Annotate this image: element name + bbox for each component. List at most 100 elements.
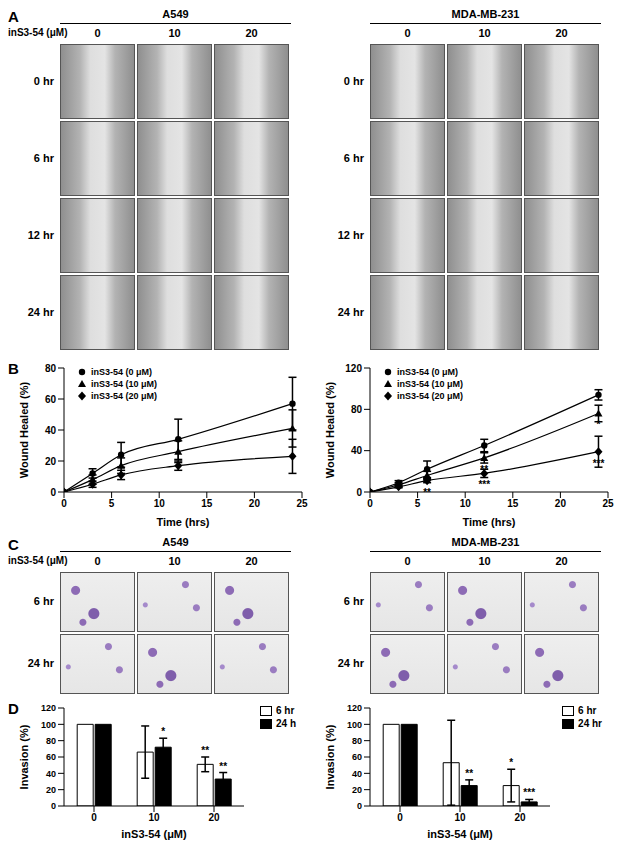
svg-text:20: 20 xyxy=(555,498,567,509)
svg-text:***: *** xyxy=(523,787,535,798)
html-text:24 hr: 24 hr xyxy=(578,718,602,729)
svg-text:60: 60 xyxy=(352,752,362,762)
svg-text:0: 0 xyxy=(397,812,403,823)
html-text:inS3-54 (20 μM): inS3-54 (20 μM) xyxy=(397,391,463,401)
svg-text:Time (hrs): Time (hrs) xyxy=(157,516,210,528)
html-text:6 hr: 6 hr xyxy=(276,705,295,716)
svg-text:*: * xyxy=(509,757,513,768)
svg-text:80: 80 xyxy=(351,404,363,415)
svg-text:Invasion (%): Invasion (%) xyxy=(18,724,30,789)
svg-text:10: 10 xyxy=(154,498,166,509)
svg-text:10: 10 xyxy=(454,812,466,823)
svg-text:inS3-54 (μM): inS3-54 (μM) xyxy=(121,828,187,840)
svg-text:0: 0 xyxy=(367,498,373,509)
svg-text:0: 0 xyxy=(50,487,56,498)
html-text:inS3-54 (0 μM): inS3-54 (0 μM) xyxy=(91,367,152,377)
html-text:12 hr: 12 hr xyxy=(27,228,54,241)
svg-text:100: 100 xyxy=(41,720,56,730)
html-text:10: 10 xyxy=(478,27,491,39)
html-text:20: 20 xyxy=(555,555,568,567)
svg-text:20: 20 xyxy=(249,498,261,509)
svg-text:10: 10 xyxy=(148,812,160,823)
html-text:10: 10 xyxy=(478,555,491,567)
svg-text:80: 80 xyxy=(46,736,56,746)
svg-text:Time (hrs): Time (hrs) xyxy=(463,516,516,528)
html-text:24 hr: 24 hr xyxy=(337,657,364,669)
svg-text:60: 60 xyxy=(45,394,57,405)
html-text:inS3-54 (10 μM): inS3-54 (10 μM) xyxy=(397,379,463,389)
svg-text:20: 20 xyxy=(45,456,57,467)
html-text:0 hr: 0 hr xyxy=(33,74,54,87)
svg-text:Wound Healed (%): Wound Healed (%) xyxy=(324,381,336,478)
svg-text:15: 15 xyxy=(201,498,213,509)
html-text:MDA-MB-231: MDA-MB-231 xyxy=(451,536,520,548)
svg-text:40: 40 xyxy=(351,445,363,456)
html-text:10: 10 xyxy=(168,27,181,39)
svg-text:***: *** xyxy=(478,479,490,490)
svg-text:0: 0 xyxy=(51,801,56,811)
html-text:inS3-54 (μM): inS3-54 (μM) xyxy=(8,27,68,38)
svg-text:120: 120 xyxy=(345,363,362,374)
html-text:C: C xyxy=(8,536,19,553)
svg-text:**: ** xyxy=(423,487,431,498)
svg-text:100: 100 xyxy=(347,720,362,730)
html-text:24 hr: 24 hr xyxy=(337,305,364,318)
svg-text:5: 5 xyxy=(109,498,115,509)
svg-text:*: * xyxy=(161,726,165,737)
html-text:24 hr: 24 hr xyxy=(27,305,54,318)
svg-text:40: 40 xyxy=(45,425,57,436)
svg-text:inS3-54 (μM): inS3-54 (μM) xyxy=(427,828,493,840)
svg-text:0: 0 xyxy=(357,801,362,811)
svg-text:Invasion (%): Invasion (%) xyxy=(324,724,336,789)
svg-text:40: 40 xyxy=(46,769,56,779)
html-text:A: A xyxy=(8,8,19,25)
svg-text:20: 20 xyxy=(208,812,220,823)
svg-text:10: 10 xyxy=(460,498,472,509)
svg-text:25: 25 xyxy=(296,498,308,509)
html-text:20: 20 xyxy=(245,27,258,39)
html-text:24 hr: 24 hr xyxy=(27,657,54,669)
html-text:20: 20 xyxy=(555,27,568,39)
svg-text:40: 40 xyxy=(352,769,362,779)
svg-text:**: ** xyxy=(465,768,473,779)
svg-text:Wound Healed (%): Wound Healed (%) xyxy=(18,381,30,478)
html-text:6 hr: 6 hr xyxy=(343,595,364,607)
html-text:B: B xyxy=(8,360,19,377)
svg-text:0: 0 xyxy=(61,498,67,509)
svg-text:120: 120 xyxy=(347,703,362,713)
html-text:A549: A549 xyxy=(162,536,189,548)
svg-text:20: 20 xyxy=(514,812,526,823)
html-text:D: D xyxy=(8,700,19,717)
svg-text:25: 25 xyxy=(602,498,614,509)
html-text:inS3-54 (μM): inS3-54 (μM) xyxy=(8,555,68,566)
html-text:0 hr: 0 hr xyxy=(343,74,364,87)
svg-text:20: 20 xyxy=(46,785,56,795)
svg-text:0: 0 xyxy=(91,812,97,823)
svg-text:5: 5 xyxy=(415,498,421,509)
html-text:inS3-54 (20 μM): inS3-54 (20 μM) xyxy=(91,391,157,401)
html-text:24 h: 24 h xyxy=(276,718,296,729)
html-text:MDA-MB-231: MDA-MB-231 xyxy=(451,8,520,20)
html-text:A549: A549 xyxy=(162,8,189,20)
html-text:6 hr: 6 hr xyxy=(33,595,54,607)
html-text:inS3-54 (0 μM): inS3-54 (0 μM) xyxy=(397,367,458,377)
svg-text:*: * xyxy=(597,419,601,430)
html-text:12 hr: 12 hr xyxy=(337,228,364,241)
html-text:20: 20 xyxy=(245,555,258,567)
svg-text:**: ** xyxy=(201,745,209,756)
svg-text:60: 60 xyxy=(46,752,56,762)
svg-text:120: 120 xyxy=(41,703,56,713)
html-text:6 hr: 6 hr xyxy=(343,151,364,164)
svg-text:**: ** xyxy=(480,464,488,475)
html-text:6 hr: 6 hr xyxy=(33,151,54,164)
html-text:10: 10 xyxy=(168,555,181,567)
svg-text:20: 20 xyxy=(352,785,362,795)
svg-text:**: ** xyxy=(219,761,227,772)
svg-text:15: 15 xyxy=(507,498,519,509)
html-text:6 hr: 6 hr xyxy=(578,705,597,716)
svg-text:***: *** xyxy=(593,458,605,469)
svg-text:80: 80 xyxy=(45,363,57,374)
html-text:inS3-54 (10 μM): inS3-54 (10 μM) xyxy=(91,379,157,389)
svg-text:80: 80 xyxy=(352,736,362,746)
svg-text:0: 0 xyxy=(356,487,362,498)
